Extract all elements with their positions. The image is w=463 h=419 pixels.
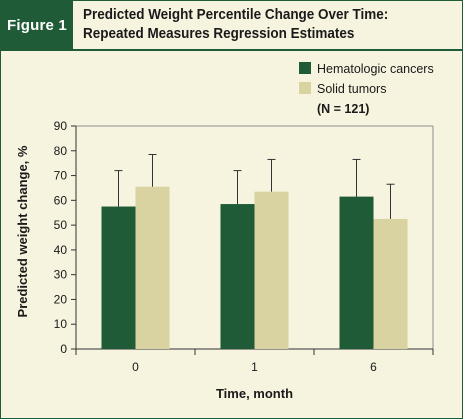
y-tick-label: 70: [54, 169, 68, 183]
bar: [373, 218, 408, 349]
bar: [254, 191, 289, 349]
legend-label: Solid tumors: [317, 82, 386, 96]
x-axis-title: Time, month: [216, 386, 293, 401]
y-tick-label: 0: [60, 342, 67, 356]
y-tick-label: 80: [54, 144, 68, 158]
legend-swatch: [299, 62, 311, 74]
figure-header: Figure 1 Predicted Weight Percentile Cha…: [1, 1, 462, 51]
x-tick-label: 1: [251, 360, 258, 374]
x-tick-label: 0: [132, 360, 139, 374]
y-tick-label: 20: [54, 292, 68, 306]
figure-title-line-1: Predicted Weight Percentile Change Over …: [83, 7, 389, 23]
legend-note: (N = 121): [317, 102, 369, 116]
y-axis-title: Predicted weight change, %: [15, 145, 30, 317]
bar: [339, 196, 374, 349]
figure-label: Figure 1: [1, 1, 73, 49]
bar: [220, 204, 255, 349]
x-tick-label: 6: [370, 360, 377, 374]
legend-label: Hematologic cancers: [317, 62, 434, 76]
figure-title-line-2: Repeated Measures Regression Estimates: [83, 26, 355, 42]
bar: [135, 186, 170, 349]
legend-swatch: [299, 82, 311, 94]
y-tick-label: 60: [54, 193, 68, 207]
y-tick-label: 10: [54, 317, 68, 331]
bar: [101, 206, 136, 349]
y-tick-label: 50: [54, 218, 68, 232]
figure-title: Predicted Weight Percentile Change Over …: [83, 6, 427, 44]
y-tick-label: 30: [54, 268, 68, 282]
y-tick-label: 90: [54, 119, 68, 133]
y-tick-label: 40: [54, 243, 68, 257]
